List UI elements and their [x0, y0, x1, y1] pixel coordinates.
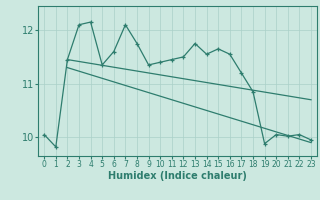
X-axis label: Humidex (Indice chaleur): Humidex (Indice chaleur) — [108, 171, 247, 181]
